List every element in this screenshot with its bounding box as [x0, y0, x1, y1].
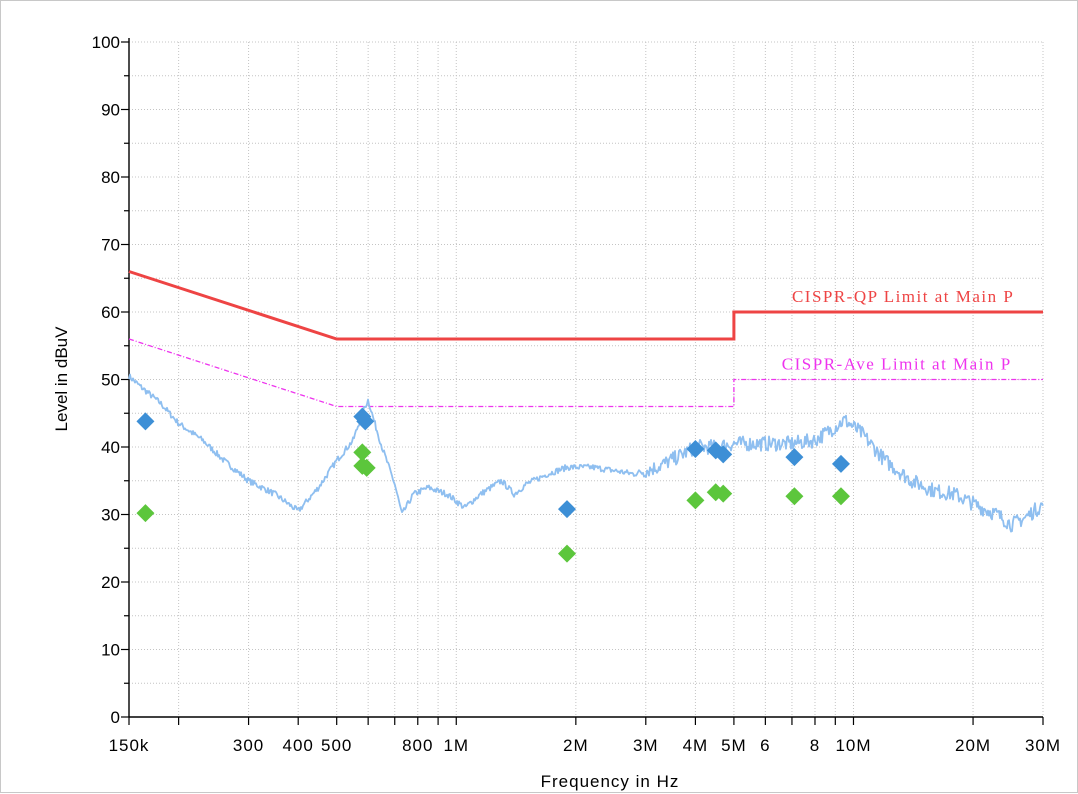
markers [136, 407, 850, 563]
trace [128, 373, 1044, 533]
x-tick-label: 300 [233, 736, 264, 755]
x-tick-label: 1M [443, 736, 469, 755]
x-tick-label: 20M [955, 736, 991, 755]
y-axis-label: Level in dBuV [52, 326, 71, 432]
ave-marker [785, 487, 804, 506]
qp-limit-line [128, 270, 1043, 341]
x-tick-label: 800 [402, 736, 433, 755]
y-tick-label: 70 [101, 236, 120, 255]
qp-marker [557, 500, 576, 519]
ave-marker [357, 458, 376, 477]
y-tick-label: 20 [101, 573, 120, 592]
y-tick-label: 30 [101, 506, 120, 525]
qp-limit-label: CISPR-QP Limit at Main P [792, 287, 1014, 306]
x-tick-label: 10M [835, 736, 871, 755]
ave-marker [353, 443, 372, 462]
x-tick-label: 2M [563, 736, 589, 755]
ave-marker [831, 487, 850, 506]
y-tick-label: 10 [101, 641, 120, 660]
grid [129, 41, 1044, 717]
x-tick-label: 8 [810, 736, 820, 755]
x-tick-label: 4M [683, 736, 709, 755]
qp-marker [714, 445, 733, 464]
x-tick-label: 30M [1025, 736, 1061, 755]
qp-marker [831, 454, 850, 473]
y-tick-label: 50 [101, 371, 120, 390]
ave-marker [557, 544, 576, 563]
x-axis-label: Frequency in Hz [541, 772, 680, 791]
limit-lines: CISPR-QP Limit at Main P CISPR-Ave Limit … [128, 270, 1043, 408]
qp-marker [356, 412, 375, 431]
x-tick-label: 6 [760, 736, 770, 755]
y-tick-label: 100 [92, 33, 120, 52]
qp-marker [136, 412, 155, 431]
measurement-trace [128, 373, 1044, 533]
y-tick-label: 80 [101, 168, 120, 187]
y-tick-label: 90 [101, 101, 120, 120]
y-tick-label: 0 [111, 708, 120, 727]
ave-marker [136, 504, 155, 523]
qp-marker [686, 440, 705, 459]
qp-marker [785, 448, 804, 467]
x-tick-label: 400 [283, 736, 314, 755]
ave-limit-label: CISPR-Ave Limit at Main P [782, 354, 1012, 373]
y-tick-label: 60 [101, 303, 120, 322]
tick-labels: 0 10 20 30 40 50 60 70 80 90 100 150k 300 400 500 800 1M… [92, 33, 1061, 755]
ave-marker [714, 484, 733, 503]
y-tick-label: 40 [101, 438, 120, 457]
ave-marker [686, 491, 705, 510]
x-tick-label: 500 [321, 736, 352, 755]
x-tick-label: 3M [633, 736, 659, 755]
x-tick-label: 150k [109, 736, 150, 755]
x-tick-label: 5M [721, 736, 747, 755]
